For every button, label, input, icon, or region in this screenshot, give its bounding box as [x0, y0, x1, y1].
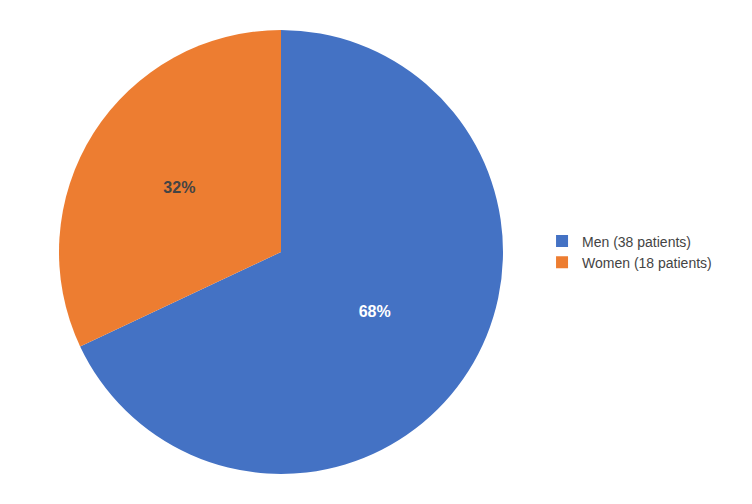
svg-text:68%: 68% [359, 303, 391, 320]
svg-text:32%: 32% [163, 179, 195, 196]
svg-text:Men (38 patients): Men (38 patients) [582, 234, 691, 250]
svg-text:Women (18 patients): Women (18 patients) [582, 255, 712, 271]
